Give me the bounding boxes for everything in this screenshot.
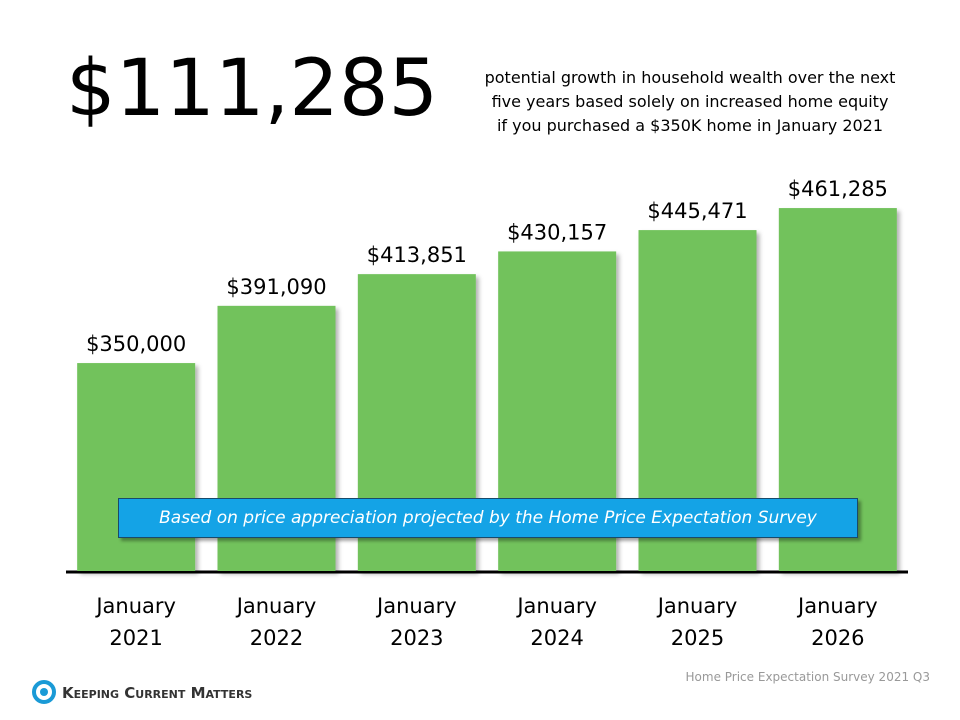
subtitle-line: five years based solely on increased hom…	[491, 92, 889, 111]
bar	[77, 363, 196, 571]
x-tick-label: January 2025	[657, 594, 738, 650]
brand: Keeping Current Matters	[62, 684, 253, 702]
value-label: $413,851	[367, 243, 467, 267]
source: Home Price Expectation Survey 2021 Q3	[685, 670, 930, 684]
value-label: $430,157	[507, 220, 607, 244]
value-label: $445,471	[647, 199, 747, 223]
logo-icon	[32, 680, 56, 704]
value-label: $391,090	[226, 275, 326, 299]
annotation: Based on price appreciation projected by…	[118, 498, 858, 538]
value-label: $350,000	[86, 332, 186, 356]
subtitle: potential growth in household wealth ove…	[455, 66, 925, 138]
x-tick-label: January 2023	[377, 594, 457, 650]
headline: $111,285	[66, 44, 439, 134]
x-tick-label: January 2021	[96, 594, 176, 650]
x-tick-label: January 2026	[798, 594, 878, 650]
subtitle-line: potential growth in household wealth ove…	[484, 68, 896, 87]
subtitle-line: if you purchased a $350K home in January…	[496, 116, 884, 135]
x-tick-label: January 2024	[517, 594, 597, 650]
x-tick-label: January 2022	[236, 594, 317, 650]
value-label: $461,285	[788, 177, 888, 201]
logo-dot	[40, 688, 48, 696]
